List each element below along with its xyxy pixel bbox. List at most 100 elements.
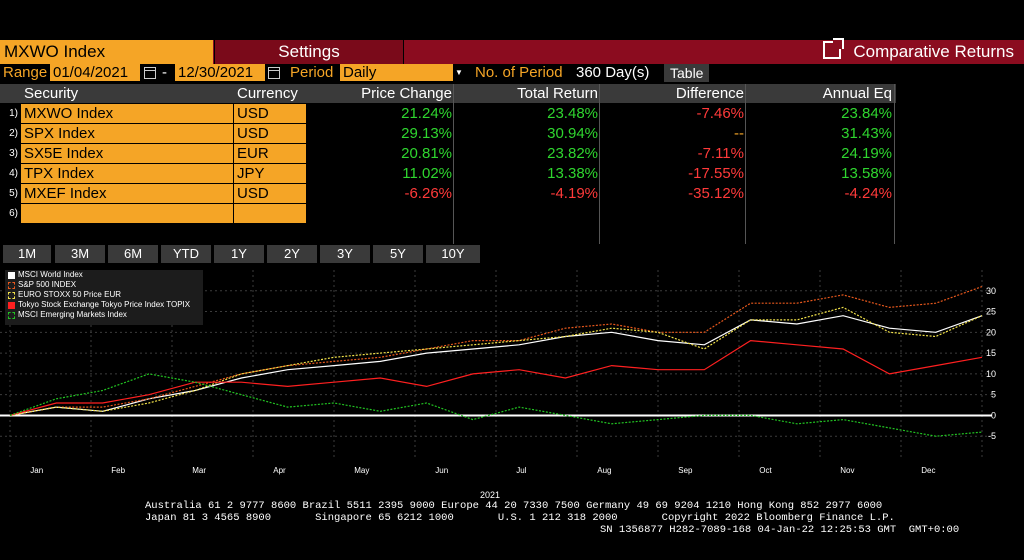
price-change-value: 11.02%: [402, 165, 452, 182]
x-tick-label: Oct: [759, 466, 772, 475]
security-input[interactable]: SPX Index: [21, 124, 233, 143]
period-label: Period: [290, 64, 334, 81]
row-number: 3): [9, 148, 18, 159]
period-button-10y[interactable]: 10Y: [426, 245, 480, 263]
security-input[interactable]: [21, 204, 233, 223]
period-button-5y[interactable]: 5Y: [373, 245, 423, 263]
comparative-returns-chart[interactable]: 30 25 20 15 10 5 0 -5 Jan Feb Mar Apr May Jun Jul Aug Se…: [0, 265, 1000, 480]
security-input[interactable]: SX5E Index: [21, 144, 233, 163]
legend-label: Tokyo Stock Exchange Tokyo Price Index T…: [18, 300, 191, 309]
row-number: 1): [9, 108, 18, 119]
legend-label: EURO STOXX 50 Price EUR: [18, 290, 121, 299]
currency-input[interactable]: JPY: [234, 164, 306, 183]
y-tick-label: -5: [988, 431, 996, 441]
x-tick-label: Nov: [840, 466, 854, 475]
table-button[interactable]: Table: [664, 64, 710, 82]
period-button-3m[interactable]: 3M: [55, 245, 105, 263]
external-link-icon[interactable]: [823, 38, 845, 59]
range-label: Range: [3, 64, 48, 81]
y-tick-label: 0: [991, 410, 996, 420]
start-calendar-icon[interactable]: [144, 67, 156, 79]
annual-eq-value: 24.19%: [841, 145, 892, 162]
start-date-input[interactable]: 01/04/2021: [50, 64, 140, 81]
difference-value: -17.55%: [688, 165, 744, 182]
annual-eq-value: 13.58%: [841, 165, 892, 182]
x-tick-label: Feb: [111, 466, 125, 475]
range-dash: -: [162, 64, 167, 81]
price-change-value: 29.13%: [401, 125, 452, 142]
price-change-value: 21.24%: [401, 105, 452, 122]
period-button-6m[interactable]: 6M: [108, 245, 158, 263]
comparative-returns-title: Comparative Returns: [823, 38, 1014, 64]
column-divider: [599, 84, 600, 244]
difference-value: --: [734, 125, 744, 142]
difference-value: -7.46%: [696, 105, 744, 122]
series-line-0: [9, 315, 983, 416]
difference-value: -7.11%: [697, 145, 744, 162]
currency-input[interactable]: USD: [234, 184, 306, 203]
total-return-value: 23.82%: [547, 145, 598, 162]
footer-contacts-line1: Australia 61 2 9777 8600 Brazil 5511 239…: [145, 500, 883, 512]
settings-button[interactable]: Settings: [214, 40, 404, 64]
x-tick-label: Jul: [516, 466, 526, 475]
legend-item: MSCI Emerging Markets Index: [5, 310, 203, 320]
legend-swatch: [8, 271, 15, 279]
legend-label: MSCI World Index: [18, 270, 83, 279]
period-select[interactable]: Daily ▼: [340, 64, 465, 81]
legend-label: MSCI Emerging Markets Index: [18, 310, 127, 319]
col-annual-eq[interactable]: Annual Eq: [822, 85, 892, 102]
security-input[interactable]: MXWO Index: [21, 104, 233, 123]
currency-input[interactable]: EUR: [234, 144, 306, 163]
currency-input[interactable]: [234, 204, 306, 223]
y-tick-label: 10: [986, 369, 996, 379]
annual-eq-value: -4.24%: [844, 185, 892, 202]
row-number: 4): [9, 168, 18, 179]
num-period-value: 360 Day(s): [576, 64, 650, 81]
column-divider: [894, 84, 895, 244]
num-period-label: No. of Period: [475, 64, 563, 81]
security-input[interactable]: TPX Index: [21, 164, 233, 183]
total-return-value: 23.48%: [547, 105, 598, 122]
currency-input[interactable]: USD: [234, 124, 306, 143]
x-axis-year-label: 2021: [480, 490, 501, 500]
x-tick-label: Jun: [435, 466, 448, 475]
price-change-value: 20.81%: [401, 145, 452, 162]
end-date-input[interactable]: 12/30/2021: [175, 64, 265, 81]
x-tick-label: Apr: [273, 466, 286, 475]
security-input[interactable]: MXEF Index: [21, 184, 233, 203]
x-tick-label: May: [354, 466, 369, 475]
period-button-ytd[interactable]: YTD: [161, 245, 211, 263]
end-calendar-icon[interactable]: [268, 67, 280, 79]
col-total-return[interactable]: Total Return: [517, 85, 598, 102]
period-button-1y[interactable]: 1Y: [214, 245, 264, 263]
chart-legend: MSCI World Index S&P 500 INDEX EURO STOX…: [5, 270, 203, 325]
period-select-value: Daily: [343, 64, 377, 81]
legend-swatch: [8, 311, 15, 319]
total-return-value: 30.94%: [547, 125, 598, 142]
period-button-2y[interactable]: 2Y: [267, 245, 317, 263]
y-tick-label: 25: [986, 307, 996, 317]
legend-swatch: [8, 281, 15, 289]
annual-eq-value: 31.43%: [841, 125, 892, 142]
x-tick-label: Dec: [921, 466, 935, 475]
col-security[interactable]: Security: [24, 85, 79, 102]
footer-session-line: SN 1356877 H282-7089-168 04-Jan-22 12:25…: [600, 524, 960, 536]
row-number: 6): [9, 208, 18, 219]
series-line-2: [9, 306, 983, 416]
row-number: 5): [9, 188, 18, 199]
column-divider: [453, 84, 454, 244]
col-price-change[interactable]: Price Change: [361, 85, 452, 102]
security-ticker-field[interactable]: MXWO Index: [0, 40, 213, 64]
column-divider: [745, 84, 746, 244]
period-button-1m[interactable]: 1M: [3, 245, 51, 263]
series-line-4: [9, 373, 983, 437]
legend-label: S&P 500 INDEX: [18, 280, 77, 289]
col-currency[interactable]: Currency: [237, 85, 298, 102]
legend-item: MSCI World Index: [5, 270, 203, 280]
y-tick-label: 15: [986, 348, 996, 358]
currency-input[interactable]: USD: [234, 104, 306, 123]
table-header: [0, 84, 896, 103]
period-button-3y[interactable]: 3Y: [320, 245, 370, 263]
col-difference[interactable]: Difference: [675, 85, 744, 102]
legend-item: S&P 500 INDEX: [5, 280, 203, 290]
